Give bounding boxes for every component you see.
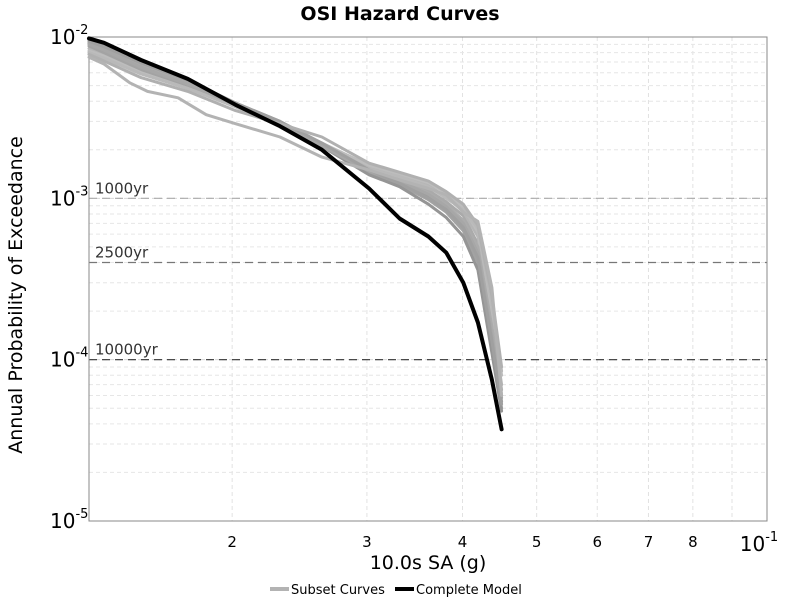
x-tick-label: 8 (688, 533, 698, 551)
subset-curve (87, 40, 504, 392)
chart-title: OSI Hazard Curves (300, 3, 499, 25)
x-tick-label: 6 (592, 533, 602, 551)
y-tick-label: 10-3 (50, 184, 88, 210)
reference-line-label: 1000yr (95, 179, 149, 197)
y-tick-label: 10-4 (50, 346, 88, 372)
hazard-curves (87, 36, 504, 432)
x-tick-label: 5 (532, 533, 542, 551)
y-tick-labels: 10-2 10-3 10-4 10-5 (50, 23, 88, 533)
legend: Subset Curves Complete Model (270, 583, 522, 598)
reference-line-label: 2500yr (95, 244, 149, 262)
reference-line-label: 10000yr (95, 341, 159, 359)
x-axis-label: 10.0s SA (g) (370, 552, 487, 574)
reference-lines: 1000yr 2500yr 10000yr (89, 179, 767, 361)
plot-area-border (88, 36, 768, 522)
x-tick-label: 7 (644, 533, 654, 551)
complete-model-curve (87, 36, 504, 432)
subset-curve (87, 55, 504, 397)
x-tick-label: 4 (458, 533, 468, 551)
subset-curve (87, 46, 504, 387)
x-tick-label: 3 (362, 533, 372, 551)
x-tick-labels: 2 3 4 5 6 7 8 10-1 (227, 530, 778, 556)
y-tick-label: 10-5 (50, 507, 88, 533)
grid (89, 37, 768, 522)
legend-complete-label: Complete Model (416, 583, 522, 598)
x-tick-label: 10-1 (740, 530, 778, 556)
legend-subset-label: Subset Curves (291, 583, 385, 598)
y-tick-label: 10-2 (50, 23, 88, 49)
y-axis-label: Annual Probability of Exceedance (5, 136, 27, 454)
x-tick-label: 2 (227, 533, 237, 551)
